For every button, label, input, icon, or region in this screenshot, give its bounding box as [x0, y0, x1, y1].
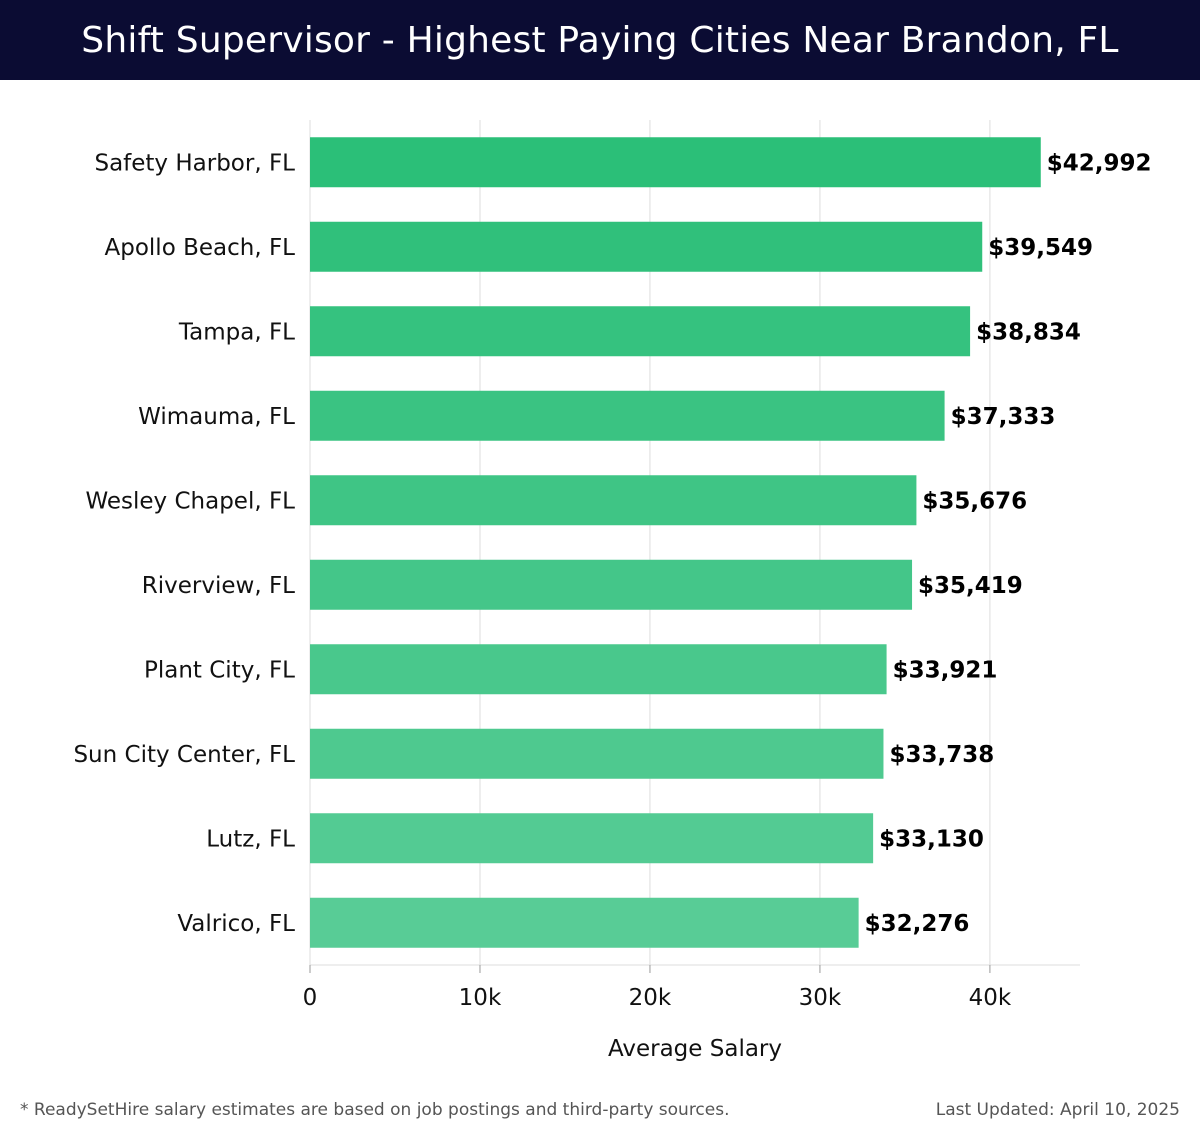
category-label: Wimauma, FL — [138, 404, 295, 430]
x-axis-ticks: 0 10k 20k 30k 40k — [303, 965, 1012, 1011]
tick-label: 40k — [969, 985, 1012, 1011]
value-label: $42,992 — [1047, 150, 1152, 176]
category-label: Lutz, FL — [206, 826, 295, 852]
tick-label: 0 — [303, 985, 318, 1011]
bars — [310, 137, 1041, 948]
value-label: $37,333 — [951, 404, 1056, 430]
bar — [310, 390, 945, 441]
category-labels: Safety Harbor, FL Apollo Beach, FL Tampa, … — [73, 150, 295, 937]
category-label: Sun City Center, FL — [73, 742, 295, 768]
chart-title: Shift Supervisor - Highest Paying Cities… — [0, 0, 1200, 80]
category-label: Tampa, FL — [178, 319, 295, 345]
bar — [310, 644, 887, 695]
footer-note: * ReadySetHire salary estimates are base… — [20, 1100, 730, 1120]
bar — [310, 306, 971, 357]
bar-chart: Safety Harbor, FL Apollo Beach, FL Tampa, … — [73, 120, 1152, 1062]
bar — [310, 475, 917, 526]
value-label: $38,834 — [976, 319, 1081, 345]
category-label: Wesley Chapel, FL — [85, 488, 295, 514]
value-label: $39,549 — [988, 235, 1093, 261]
value-label: $33,738 — [889, 742, 994, 768]
value-label: $32,276 — [865, 911, 970, 937]
bar — [310, 221, 983, 272]
tick-label: 30k — [799, 985, 842, 1011]
value-labels: $42,992 $39,549 $38,834 $37,333 $35,676 $35,4… — [865, 150, 1152, 937]
value-label: $35,419 — [918, 573, 1023, 599]
value-label: $33,130 — [879, 826, 984, 852]
category-label: Apollo Beach, FL — [105, 235, 296, 261]
bar — [310, 559, 913, 610]
bar — [310, 728, 884, 779]
value-label: $33,921 — [893, 657, 998, 683]
tick-label: 20k — [629, 985, 672, 1011]
bar — [310, 813, 874, 864]
category-label: Safety Harbor, FL — [94, 150, 295, 176]
tick-label: 10k — [459, 985, 502, 1011]
bar — [310, 897, 859, 948]
bar — [310, 137, 1041, 188]
category-label: Valrico, FL — [177, 911, 295, 937]
category-label: Riverview, FL — [142, 573, 295, 599]
x-axis-title: Average Salary — [608, 1036, 782, 1062]
last-updated: Last Updated: April 10, 2025 — [935, 1100, 1180, 1120]
category-label: Plant City, FL — [144, 657, 295, 683]
value-label: $35,676 — [922, 488, 1027, 514]
